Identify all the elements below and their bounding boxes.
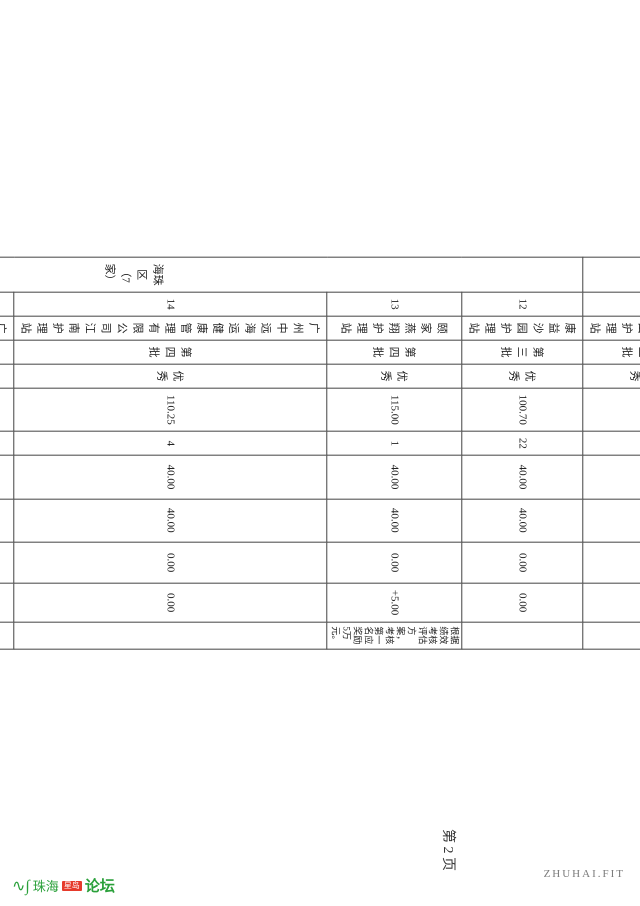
cell-rank: 15 xyxy=(583,431,640,455)
cell-score: 110.25 xyxy=(14,388,327,431)
cell-c: 0.00 xyxy=(462,542,583,583)
cell-grade: 合格 xyxy=(0,364,14,388)
cell-idx: 11 xyxy=(583,292,640,316)
cell-d: 0.00 xyxy=(462,583,583,621)
cell-remark xyxy=(462,622,583,649)
watermark-url: ZHUHAI.FIT xyxy=(544,868,625,880)
watermark-site: 珠海 xyxy=(33,876,59,895)
cell-rank: 62 xyxy=(0,431,14,455)
cell-a: 40.00 xyxy=(327,455,462,498)
cell-d: 0.00 xyxy=(14,583,327,621)
cell-name: 康益沙园护理站 xyxy=(462,316,583,340)
cell-d: 0.00 xyxy=(583,583,640,621)
district-cell xyxy=(583,257,640,292)
cell-b: 40.00 xyxy=(462,499,583,542)
cell-idx: 12 xyxy=(462,292,583,316)
cell-a: 40.00 xyxy=(583,455,640,498)
cell-idx: 13 xyxy=(327,292,462,316)
page-number: 第 2 页 xyxy=(439,829,459,871)
cell-grade: 优秀 xyxy=(462,364,583,388)
cell-batch: 第三批 xyxy=(583,340,640,364)
cell-b: 40.00 xyxy=(327,499,462,542)
table-row: 14广州中远海运健康管理有限公司江南护理站第四批优秀110.25440.0040… xyxy=(14,257,327,649)
data-table: 越秀区小计 305.00 290.00 -15.00 0.00 9恒爱护理站第三… xyxy=(0,257,640,650)
cell-remark xyxy=(0,622,14,649)
cell-remark xyxy=(14,622,327,649)
watermark-luntan: 论坛 xyxy=(85,875,115,896)
page: 越秀区小计 305.00 290.00 -15.00 0.00 9恒爱护理站第三… xyxy=(0,0,640,906)
cell-a: 40.00 xyxy=(0,455,14,498)
cell-name: 颐家燕翔护理站 xyxy=(327,316,462,340)
cell-remark: 根据绩效考核评估方案，考核第一名应奖励5万元。 xyxy=(327,622,462,649)
cell-grade: 优秀 xyxy=(327,364,462,388)
table-row: 11颐家莆田护理站第三批优秀102.501540.0040.000.000.00 xyxy=(583,257,640,649)
cell-c: 0.00 xyxy=(583,542,640,583)
district-label: 海珠区（7家） xyxy=(0,257,583,292)
cell-b: 40.00 xyxy=(583,499,640,542)
table-container: 越秀区小计 305.00 290.00 -15.00 0.00 9恒爱护理站第三… xyxy=(0,257,640,650)
cell-name: 广州复德医疗投资有限公司复德聚德北护理站 xyxy=(0,316,14,340)
cell-score: 80.00 xyxy=(0,388,14,431)
wave-icon: ∿∫ xyxy=(12,876,30,896)
cell-name: 颐家莆田护理站 xyxy=(583,316,640,340)
cell-grade: 优秀 xyxy=(583,364,640,388)
cell-batch: 第五批 xyxy=(0,340,14,364)
cell-idx: 15 xyxy=(0,292,14,316)
cell-b: 40.00 xyxy=(0,499,14,542)
cell-rank: 4 xyxy=(14,431,327,455)
cell-c: 0.00 xyxy=(327,542,462,583)
table-row: 15广州复德医疗投资有限公司复德聚德北护理站第五批合格80.006240.004… xyxy=(0,257,14,649)
cell-a: 40.00 xyxy=(14,455,327,498)
cell-name: 广州中远海运健康管理有限公司江南护理站 xyxy=(14,316,327,340)
cell-batch: 第三批 xyxy=(462,340,583,364)
cell-score: 100.70 xyxy=(462,388,583,431)
cell-grade: 优秀 xyxy=(14,364,327,388)
cell-batch: 第四批 xyxy=(14,340,327,364)
watermark: ∿∫ 珠海 星岛 论坛 xyxy=(12,875,115,896)
cell-b: 40.00 xyxy=(14,499,327,542)
cell-score: 102.50 xyxy=(583,388,640,431)
cell-batch: 第四批 xyxy=(327,340,462,364)
cell-idx: 14 xyxy=(14,292,327,316)
table-row: 海珠区（7家）12康益沙园护理站第三批优秀100.702240.0040.000… xyxy=(462,257,583,649)
cell-d: +5.00 xyxy=(327,583,462,621)
cell-score: 115.00 xyxy=(327,388,462,431)
cell-rank: 1 xyxy=(327,431,462,455)
cell-c: 0.00 xyxy=(0,542,14,583)
cell-c: 0.00 xyxy=(14,542,327,583)
cell-remark xyxy=(583,622,640,649)
cell-a: 40.00 xyxy=(462,455,583,498)
cell-rank: 22 xyxy=(462,431,583,455)
cell-d: 0.00 xyxy=(0,583,14,621)
watermark-tag: 星岛 xyxy=(62,881,82,891)
table-row: 13颐家燕翔护理站第四批优秀115.00140.0040.000.00+5.00… xyxy=(327,257,462,649)
